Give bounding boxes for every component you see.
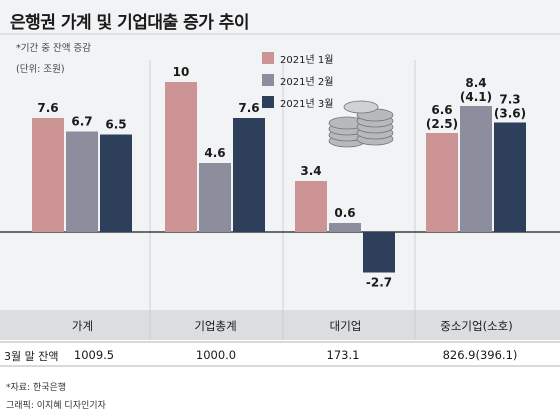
- value-label: 8.4: [465, 76, 486, 90]
- balance-value: 826.9(396.1): [443, 348, 518, 362]
- legend-label-jan: 2021년 1월: [280, 54, 334, 66]
- balance-value: 173.1: [327, 348, 360, 362]
- unit-label: (단위: 조원): [16, 64, 65, 75]
- value-label: 7.3: [499, 93, 520, 107]
- value-label: 10: [173, 65, 190, 79]
- value-label: 7.6: [37, 101, 58, 115]
- value-label: 3.4: [300, 164, 321, 178]
- value-label: -2.7: [366, 276, 392, 290]
- legend-swatch-feb: [262, 74, 274, 86]
- legend: 2021년 1월 2021년 2월 2021년 3월: [262, 49, 333, 115]
- bar: [165, 82, 197, 232]
- value-label: 6.5: [105, 118, 126, 132]
- bar: [199, 163, 231, 232]
- legend-swatch-jan: [262, 52, 274, 64]
- bar: [66, 131, 98, 232]
- legend-item-jan: 2021년 1월: [262, 49, 333, 67]
- bar: [426, 133, 458, 232]
- value-sub-label: (4.1): [460, 90, 492, 104]
- value-label: 4.6: [204, 146, 225, 160]
- category-label: 기업총계: [194, 319, 236, 333]
- coin-stack-illustration: [328, 100, 394, 148]
- balance-value: 1000.0: [196, 348, 236, 362]
- chart-subtitle: *기간 중 잔액 증감: [16, 43, 91, 54]
- value-sub-label: (3.6): [494, 107, 526, 121]
- axis-band: [0, 310, 560, 340]
- category-labels: 가계 기업총계 대기업 중소기업(소호): [72, 319, 513, 333]
- value-labels: 7.6 10 3.4 6.6(2.5) 6.7 4.6 0.6 8.4(4.1) 6.5 7.6 -…: [37, 65, 526, 290]
- value-label: 6.6: [431, 103, 452, 117]
- balance-row-label: 3월 말 잔액: [4, 350, 59, 363]
- bar: [494, 122, 526, 232]
- category-dividers: [149, 60, 416, 340]
- legend-swatch-mar: [262, 96, 274, 108]
- bar: [295, 181, 327, 232]
- bar: [100, 134, 132, 232]
- category-label: 대기업: [330, 319, 362, 333]
- bar-group: [32, 82, 526, 273]
- graphic-credit: 그래픽: 이지혜 디자인기자: [6, 401, 106, 411]
- bar: [32, 118, 64, 232]
- legend-label-mar: 2021년 3월: [280, 98, 334, 110]
- balance-value: 1009.5: [74, 348, 114, 362]
- legend-label-feb: 2021년 2월: [280, 76, 334, 88]
- legend-item-mar: 2021년 3월: [262, 93, 333, 111]
- bar: [460, 106, 492, 232]
- bar: [233, 118, 265, 232]
- bar: [363, 232, 395, 273]
- category-label: 가계: [72, 319, 93, 333]
- value-sub-label: (2.5): [426, 117, 458, 131]
- source-note: *자료: 한국은행: [6, 383, 67, 393]
- legend-item-feb: 2021년 2월: [262, 71, 333, 89]
- value-label: 6.7: [71, 115, 92, 129]
- balance-values: 1009.5 1000.0 173.1 826.9(396.1): [74, 348, 518, 362]
- value-label: 7.6: [238, 101, 259, 115]
- value-label: 0.6: [334, 206, 355, 220]
- bar: [329, 223, 361, 232]
- category-label: 중소기업(소호): [440, 319, 512, 333]
- chart-title: 은행권 가계 및 기업대출 증가 추이: [10, 13, 250, 33]
